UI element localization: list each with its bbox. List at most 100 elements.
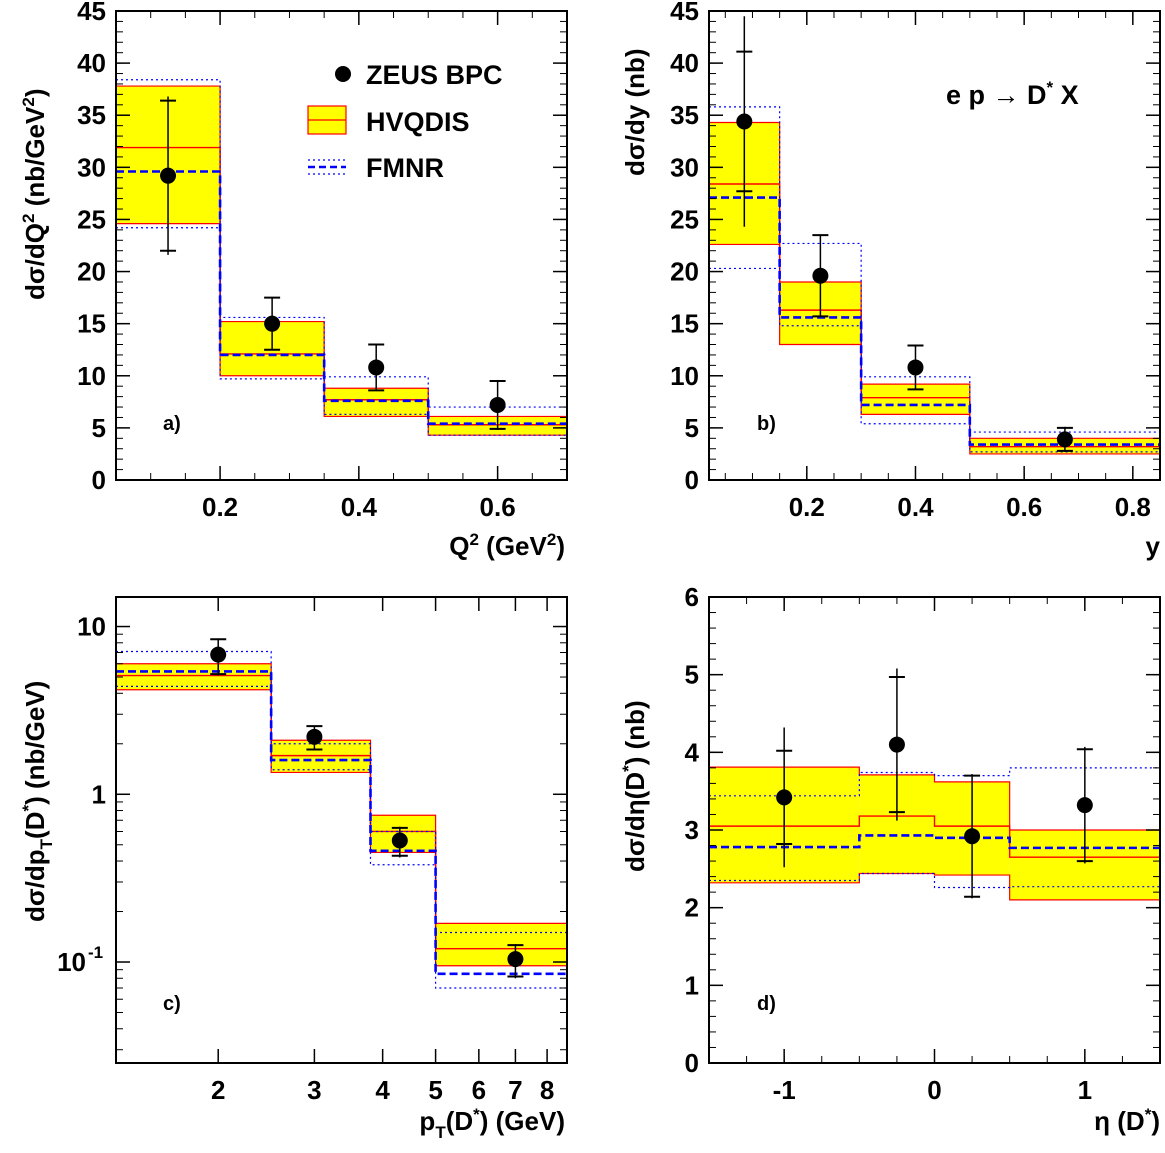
plot-frame	[115, 596, 568, 1064]
data-point	[391, 832, 408, 849]
y-tick-label: 10	[77, 361, 106, 391]
x-tick-label: 6	[472, 1075, 486, 1105]
x-tick-label: 0.6	[480, 492, 516, 522]
y-tick-label: 20	[77, 257, 106, 287]
y-tick-label: 25	[77, 204, 106, 234]
data-point	[489, 396, 506, 413]
plot-frame	[115, 10, 568, 481]
x-tick-label: 1	[1078, 1075, 1092, 1105]
hvqdis-upper-line	[709, 766, 1160, 831]
legend-label-hvqdis: HVQDIS	[366, 107, 470, 137]
x-tick-label: 0.2	[789, 492, 825, 522]
data-point	[368, 359, 385, 376]
panel-b-dsigma-dy: 0.2 0.4 0.6 0.8 0 5 10 15 20 25 30 35 40 45 b)	[670, 0, 1161, 522]
y-tick-label: 35	[77, 100, 106, 130]
fmnr-upper-line	[116, 79, 567, 408]
y-tick-label: 25	[670, 204, 699, 234]
panel-d-dsigma-deta: -1 0 1 0 1 2 3 4 5 6 d)	[685, 582, 1161, 1105]
y-tick-label: 6	[685, 582, 699, 612]
x-tick-label: 0.8	[1115, 492, 1151, 522]
fmnr-lower-line	[709, 267, 1160, 453]
data-point	[306, 728, 323, 745]
y-tick-label: 15	[670, 309, 699, 339]
fmnr-upper-line	[709, 767, 1160, 797]
hvqdis-central-line	[709, 815, 1160, 858]
x-tick-label: 3	[307, 1075, 321, 1105]
panel-d-xlabel: η (D*)	[1094, 1105, 1160, 1136]
y-tick-label: 10	[57, 947, 86, 977]
panel-b-ylabel: dσ/dy (nb)	[620, 48, 650, 176]
x-tick-label: -1	[773, 1075, 796, 1105]
x-tick-label: 0.6	[1006, 492, 1042, 522]
x-tick-label: 8	[540, 1075, 554, 1105]
data-point	[507, 951, 524, 968]
y-tick-exponent: -1	[88, 943, 103, 962]
data-point	[907, 359, 924, 376]
y-tick-label: 2	[685, 893, 699, 923]
y-tick-label: 5	[92, 413, 106, 443]
fmnr-central-line	[116, 670, 567, 976]
y-tick-label: 30	[77, 152, 106, 182]
panel-a-xlabel: Q2 (GeV2)	[449, 530, 565, 561]
hvqdis-band-bin	[435, 923, 567, 966]
panel-tag: d)	[757, 993, 776, 1015]
y-tick-label: 30	[670, 152, 699, 182]
y-tick-label: 4	[685, 737, 700, 767]
legend-label-zeus: ZEUS BPC	[366, 60, 503, 90]
data-point	[812, 267, 829, 284]
hvqdis-central-line	[116, 674, 567, 950]
y-tick-label: 5	[685, 660, 699, 690]
legend-label-fmnr: FMNR	[366, 153, 444, 183]
data-point	[776, 789, 793, 806]
y-tick-label: 1	[92, 779, 106, 809]
data-point	[160, 167, 177, 184]
y-tick-label: 20	[670, 257, 699, 287]
panel-tag: a)	[163, 413, 181, 435]
y-tick-label: 0	[685, 1048, 699, 1078]
data-point	[264, 315, 281, 332]
y-tick-label: 15	[77, 309, 106, 339]
fmnr-lower-line	[709, 872, 1160, 889]
data-point	[736, 113, 753, 130]
panel-a-ylabel: dσ/dQ2 (nb/GeV2)	[19, 88, 50, 300]
hvqdis-band-bin	[324, 388, 429, 417]
y-tick-label: 0	[685, 465, 699, 495]
y-tick-label: 1	[685, 970, 699, 1000]
legend: ZEUS BPC HVQDIS FMNR	[307, 60, 503, 183]
data-point	[1056, 431, 1073, 448]
y-tick-label: 35	[670, 100, 699, 130]
axis-titles: Q2 (GeV2) dσ/dQ2 (nb/GeV2) y dσ/dy (nb) …	[19, 48, 1161, 1142]
panel-c-ylabel: dσ/dpT(D*) (nb/GeV)	[19, 681, 56, 922]
hvqdis-lower-line	[709, 872, 1160, 901]
fmnr-upper-line	[116, 650, 567, 934]
hvqdis-band-bin	[116, 663, 272, 690]
y-tick-label: 40	[77, 48, 106, 78]
data-point	[1076, 797, 1093, 814]
hvqdis-upper-line	[116, 663, 567, 924]
x-tick-label: 0.4	[341, 492, 378, 522]
panel-c-xlabel: pT(D*) (GeV)	[419, 1105, 565, 1142]
hvqdis-lower-line	[709, 243, 1160, 455]
plot-frame	[708, 10, 1161, 481]
data-point	[964, 828, 981, 845]
panel-b-xlabel: y	[1146, 531, 1161, 561]
x-tick-label: 0.4	[897, 492, 934, 522]
panel-tag: b)	[757, 413, 776, 435]
y-tick-label: 10	[77, 612, 106, 642]
panel-tag: c)	[163, 993, 181, 1015]
legend-marker-zeus	[335, 66, 351, 82]
x-tick-label: 5	[428, 1075, 442, 1105]
y-tick-label: 0	[92, 465, 106, 495]
x-tick-label: 0	[927, 1075, 941, 1105]
data-point	[888, 736, 905, 753]
y-tick-label: 40	[670, 48, 699, 78]
fmnr-central-line	[116, 170, 567, 426]
x-tick-label: 0.2	[202, 492, 238, 522]
data-point	[210, 646, 227, 663]
x-tick-label: 2	[211, 1075, 225, 1105]
panel-d-ylabel: dσ/dη(D*) (nb)	[619, 700, 650, 872]
y-tick-label: 3	[685, 815, 699, 845]
y-tick-label: 10	[670, 361, 699, 391]
